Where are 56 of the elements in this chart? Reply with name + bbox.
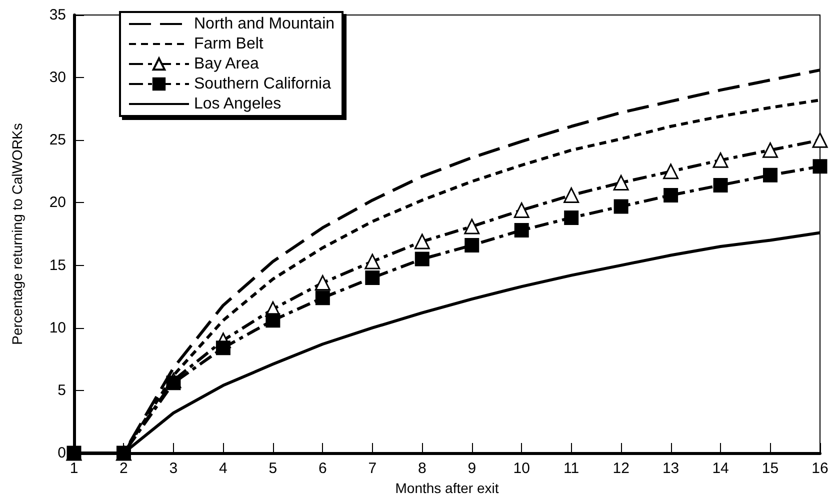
point — [364, 254, 380, 270]
point — [414, 234, 430, 250]
y-tick-label: 25 — [49, 132, 66, 149]
legend-label: North and Mountain — [194, 16, 335, 32]
point — [812, 132, 828, 148]
x-tick-label: 7 — [368, 460, 377, 477]
y-tick-label: 30 — [49, 69, 66, 86]
x-tick-label: 8 — [418, 460, 426, 477]
point — [365, 270, 380, 286]
point — [613, 174, 629, 190]
y-tick-label: 35 — [49, 6, 66, 24]
y-tick-label: 20 — [49, 194, 66, 212]
legend-label: Southern California — [194, 76, 332, 92]
y-tick-label: 15 — [49, 256, 66, 274]
x-tick-label: 11 — [564, 460, 580, 477]
x-tick-label: 4 — [219, 460, 228, 477]
legend-label: Los Angeles — [194, 96, 282, 112]
y-tick-label: 0 — [58, 444, 66, 462]
point — [166, 376, 181, 390]
point — [663, 164, 679, 180]
y-tick-label: 5 — [58, 382, 66, 399]
point — [664, 188, 678, 202]
point — [514, 222, 529, 238]
y-axis-title: Percentage returning to CalWORKs — [9, 123, 25, 345]
point — [812, 159, 828, 174]
x-tick-label: 13 — [662, 460, 680, 477]
x-tick-label: 12 — [612, 460, 630, 477]
x-tick-label: 3 — [169, 460, 178, 477]
point — [763, 168, 778, 182]
point — [414, 252, 430, 266]
x-tick-label: 15 — [762, 460, 779, 477]
y-tick-label: 10 — [49, 319, 66, 336]
x-tick-label: 16 — [812, 460, 828, 477]
point — [314, 275, 330, 291]
point — [614, 199, 628, 214]
x-tick-label: 14 — [712, 460, 729, 477]
x-tick-label: 6 — [318, 460, 327, 477]
x-tick-label: 2 — [120, 460, 128, 477]
legend-label: Farm Belt — [194, 36, 264, 52]
point — [712, 152, 728, 168]
point — [464, 218, 480, 234]
legend-label: Bay Area — [194, 56, 260, 72]
x-tick-label: 1 — [70, 460, 78, 477]
point — [266, 313, 280, 328]
point — [564, 210, 579, 225]
x-tick-label: 5 — [268, 460, 278, 477]
x-axis-title: Months after exit — [395, 480, 499, 496]
point — [762, 142, 778, 158]
point — [216, 340, 230, 356]
x-tick-label: 10 — [513, 460, 530, 477]
x-tick-label: 9 — [468, 460, 476, 477]
point — [564, 187, 580, 203]
point — [514, 202, 530, 218]
point — [713, 178, 728, 192]
point — [464, 238, 480, 253]
point — [315, 290, 330, 306]
